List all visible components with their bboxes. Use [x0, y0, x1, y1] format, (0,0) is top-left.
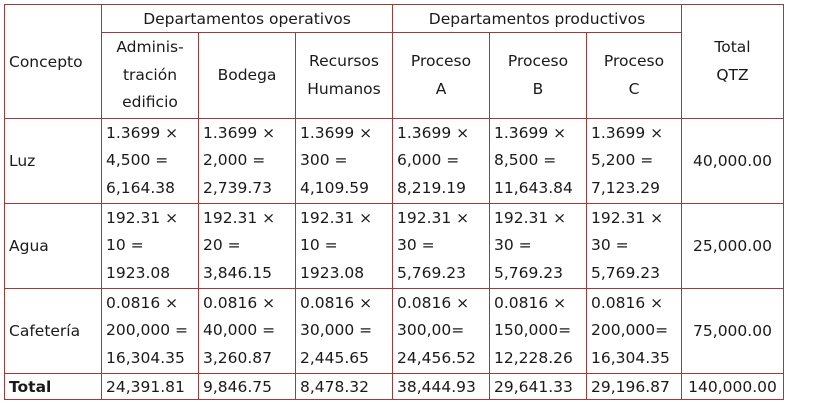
cell-cafeteria-proceso-a: 0.0816 × 300,00= 24,456.52	[392, 288, 490, 374]
row-label-total: Total	[4, 373, 102, 400]
grand-total: 140,000.00	[681, 373, 784, 400]
cell-cafeteria-administracion: 0.0816 × 200,000 = 16,304.35	[101, 288, 199, 374]
row-label-luz: Luz	[4, 118, 102, 204]
table-row-luz: Luz 1.3699 × 4,500 = 6,164.38 1.3699 × 2,00…	[4, 118, 784, 204]
cell-luz-recursos-humanos: 1.3699 × 300 = 4,109.59	[295, 118, 393, 204]
cell-luz-proceso-b: 1.3699 × 8,500 = 11,643.84	[489, 118, 587, 204]
cell-luz-proceso-c: 1.3699 × 5,200 = 7,123.29	[586, 118, 682, 204]
header-col-bodega: Bodega	[198, 32, 296, 119]
cell-agua-proceso-a: 192.31 × 30 = 5,769.23	[392, 203, 490, 289]
cell-cafeteria-proceso-b: 0.0816 × 150,000= 12,228.26	[489, 288, 587, 374]
cell-luz-bodega: 1.3699 × 2,000 = 2,739.73	[198, 118, 296, 204]
table-row-agua: Agua 192.31 × 10 = 1923.08 192.31 × 20 = 3,8…	[4, 203, 784, 289]
header-total-qtz: Total QTZ	[681, 4, 784, 119]
cell-agua-recursos-humanos: 192.31 × 10 = 1923.08	[295, 203, 393, 289]
header-concepto: Concepto	[4, 4, 102, 119]
cell-agua-bodega: 192.31 × 20 = 3,846.15	[198, 203, 296, 289]
cell-cafeteria-proceso-c: 0.0816 × 200,000= 16,304.35	[586, 288, 682, 374]
total-cafeteria: 75,000.00	[681, 288, 784, 374]
header-col-proceso-b: Proceso B	[489, 32, 587, 119]
header-col-administracion: Adminis- tración edificio	[101, 32, 199, 119]
total-recursos-humanos: 8,478.32	[295, 373, 393, 400]
header-group-productivos: Departamentos productivos	[392, 4, 682, 33]
total-proceso-a: 38,444.93	[392, 373, 490, 400]
cell-luz-administracion: 1.3699 × 4,500 = 6,164.38	[101, 118, 199, 204]
allocation-table: Concepto Departamentos operativos Depart…	[4, 4, 784, 400]
cell-luz-proceso-a: 1.3699 × 6,000 = 8,219.19	[392, 118, 490, 204]
total-bodega: 9,846.75	[198, 373, 296, 400]
total-proceso-b: 29,641.33	[489, 373, 587, 400]
cell-agua-administracion: 192.31 × 10 = 1923.08	[101, 203, 199, 289]
cell-cafeteria-bodega: 0.0816 × 40,000 = 3,260.87	[198, 288, 296, 374]
table-row-total: Total 24,391.81 9,846.75 8,478.32 38,444…	[4, 373, 784, 400]
cell-agua-proceso-b: 192.31 × 30 = 5,769.23	[489, 203, 587, 289]
cell-agua-proceso-c: 192.31 × 30 = 5,769.23	[586, 203, 682, 289]
header-col-proceso-a: Proceso A	[392, 32, 490, 119]
header-col-proceso-c: Proceso C	[586, 32, 682, 119]
total-administracion: 24,391.81	[101, 373, 199, 400]
header-group-operativos: Departamentos operativos	[101, 4, 393, 33]
header-col-recursos-humanos: Recursos Humanos	[295, 32, 393, 119]
row-label-agua: Agua	[4, 203, 102, 289]
total-agua: 25,000.00	[681, 203, 784, 289]
total-luz: 40,000.00	[681, 118, 784, 204]
total-proceso-c: 29,196.87	[586, 373, 682, 400]
cell-cafeteria-recursos-humanos: 0.0816 × 30,000 = 2,445.65	[295, 288, 393, 374]
table-row-cafeteria: Cafetería 0.0816 × 200,000 = 16,304.35 0.0…	[4, 288, 784, 374]
row-label-cafeteria: Cafetería	[4, 288, 102, 374]
